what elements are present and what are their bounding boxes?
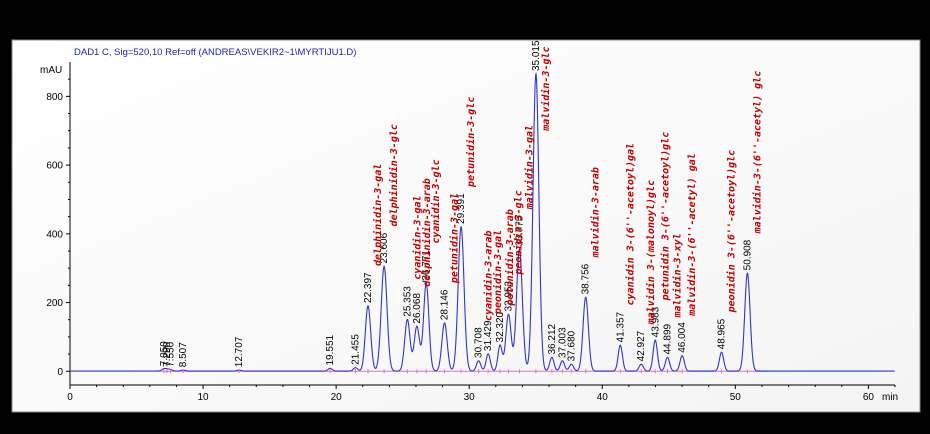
compound-label: malvidin-3-arab: [590, 167, 602, 258]
compound-label: peonidin-3-glc: [512, 190, 524, 275]
compound-label: malvidin 3-(malonoyl)glc: [645, 180, 657, 326]
compound-label: petunidin-3-arab: [504, 209, 516, 306]
peak-rt-label: 32.320: [495, 311, 506, 342]
peak-rt-label: 36.212: [547, 323, 558, 354]
peak-rt-label: 23.606: [379, 232, 390, 263]
peak-rt-label: 46.004: [677, 322, 688, 353]
x-tick-label: 50: [730, 392, 742, 403]
peak-rt-label: 50.908: [742, 239, 753, 270]
compound-label: delphinidin-3-gal: [372, 164, 384, 266]
peak-rt-label: 41.357: [615, 311, 626, 342]
compound-label: malvidin-3-glc: [540, 46, 552, 131]
x-tick-label: 20: [331, 392, 343, 403]
axes: 0 200 400 600 800 0 10 20 30 40 50 60: [46, 62, 896, 403]
x-tick-label: 30: [464, 392, 476, 403]
compound-label: malvidin-3-(6''-acetyl) glc: [751, 71, 763, 235]
peak-rt-label: 33.775: [514, 215, 525, 246]
compound-label: cyanidin-3-arab: [483, 231, 495, 321]
compound-label: malvidin-3-gal: [523, 125, 535, 210]
peak-rt-label: 38.756: [581, 263, 592, 294]
peak-rt-label: 12.707: [234, 336, 245, 367]
compound-label: peonidin 3-(6''-acetoyl)glc: [726, 150, 738, 314]
peak-rt-label: 8.507: [178, 342, 189, 367]
peak-rt-label: 28.146: [440, 289, 451, 320]
peak-rt-label: 35.015: [531, 40, 542, 71]
x-unit-label: min: [882, 392, 898, 403]
compound-label: peonidin-3-gal: [492, 230, 504, 315]
peak-rt-label: 26.771: [421, 250, 432, 281]
compound-label: delphinidin-3-arab: [421, 178, 433, 286]
compound-labels: delphinidin-3-gal delphinidin-3-glc cyanid…: [372, 46, 763, 325]
compound-label: malvidin-3-(6''-acetyl) gal: [686, 153, 698, 317]
y-tick-label: 200: [46, 298, 63, 309]
peak-rt-label: 22.397: [363, 272, 374, 303]
signal-header: DAD1 C, Sig=520,10 Ref=off (ANDREAS\VEKI…: [74, 47, 356, 58]
peak-rt-label: 7.550: [165, 341, 176, 366]
peak-rt-label: 7.050: [159, 341, 170, 366]
x-tick-label: 60: [863, 392, 875, 403]
peak-rt-label: 43.983: [650, 306, 661, 337]
compound-label: delphinidin-3-glc: [388, 124, 400, 226]
trace: [70, 71, 895, 374]
chart-panel: [11, 39, 921, 413]
peak-rt-label: 32.953: [503, 281, 514, 312]
compound-label: petunidin 3-(6''-acetoyl)glc: [659, 132, 671, 302]
compound-label: malvidin-3-xyl: [671, 233, 683, 318]
x-tick-label: 10: [198, 392, 210, 403]
peak-rt-label: 44.899: [662, 323, 673, 354]
peak-rt-label: 37.680: [566, 330, 577, 361]
peak-rt-label: 26.068: [412, 293, 423, 324]
peak-rt-label: 29.391: [456, 193, 467, 224]
y-tick-label: 400: [46, 229, 63, 240]
compound-label: cyanidin 3-(6''-acetoyl)gal: [624, 143, 636, 306]
y-tick-label: 0: [57, 367, 63, 378]
compound-label: petunidin-3-gal: [449, 193, 461, 284]
peak-rt-label: 42.927: [636, 330, 647, 361]
peak-rt-label: 37.003: [557, 327, 568, 358]
peak-rt-label: 31.429: [483, 320, 494, 351]
peak-rt-label: 25.353: [402, 286, 413, 317]
y-tick-label: 600: [46, 161, 63, 172]
peak-rt-label: 19.551: [325, 334, 336, 365]
chromatogram-trace: [70, 71, 895, 372]
compound-label: cyanidin-3-glc: [430, 159, 442, 243]
compound-label: petunidin-3-glc: [465, 97, 477, 188]
peak-rt-label: 48.965: [717, 318, 728, 349]
peak-rt-label: 21.455: [350, 334, 361, 365]
compound-label: cyanidin-3-gal: [411, 195, 423, 279]
x-tick-label: 0: [67, 392, 73, 403]
x-tick-label: 40: [597, 392, 609, 403]
y-tick-label: 800: [46, 92, 63, 103]
peak-rt-label: 7.290: [162, 341, 173, 366]
y-unit-label: mAU: [40, 65, 62, 76]
peak-rt-label: 30.708: [474, 327, 485, 358]
